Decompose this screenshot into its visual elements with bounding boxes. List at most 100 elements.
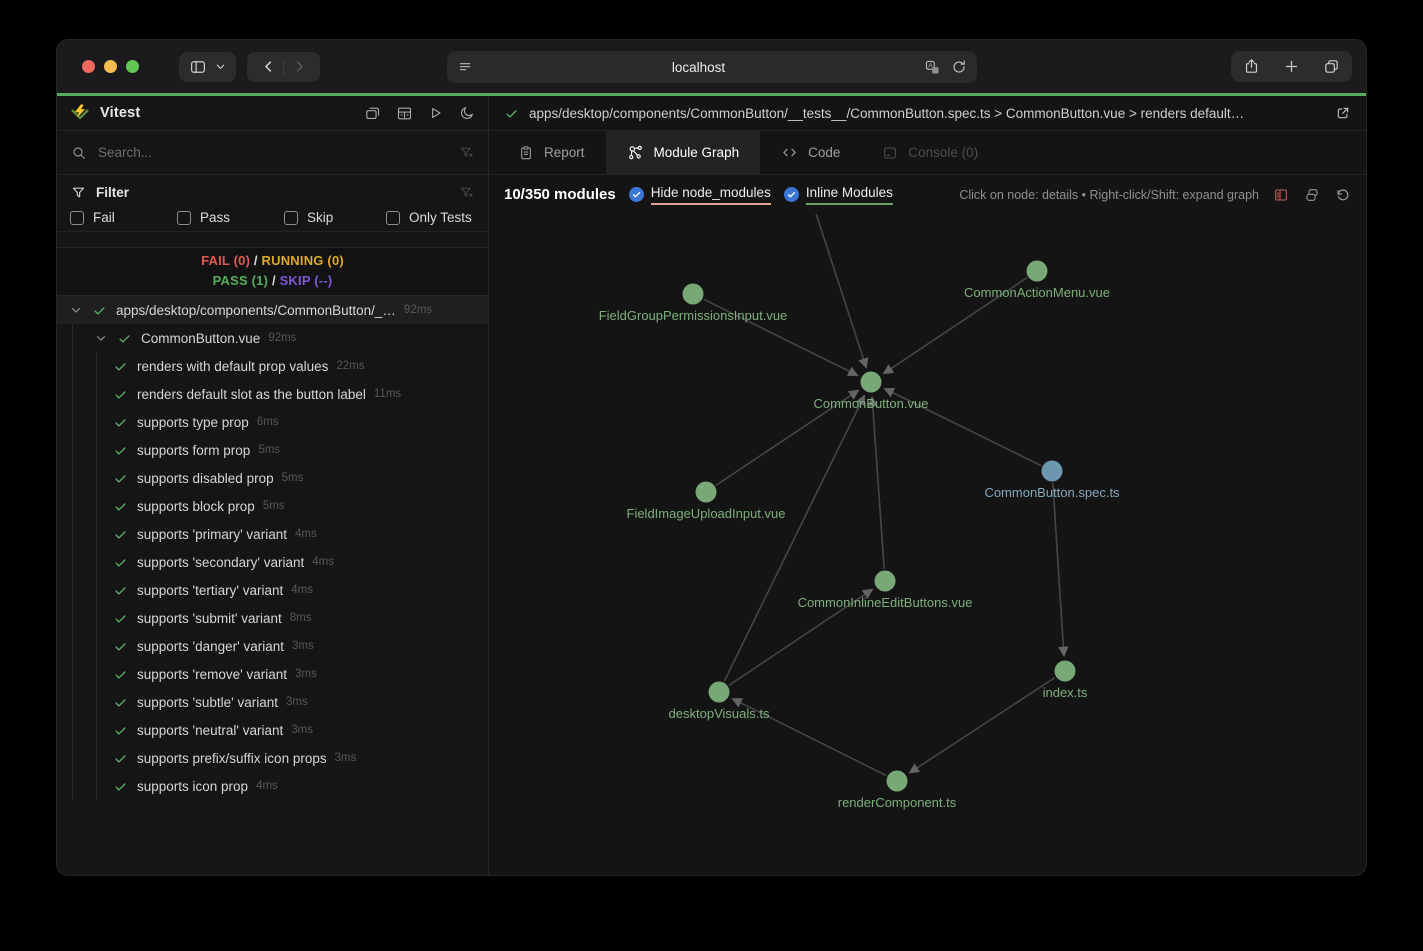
pass-check-icon: [504, 106, 519, 121]
graph-node-spec[interactable]: [1041, 460, 1063, 482]
graph-node-rc[interactable]: [886, 770, 908, 792]
share-icon[interactable]: [1243, 58, 1260, 75]
minimize-window-button[interactable]: [104, 60, 117, 73]
test-case-row[interactable]: supports 'tertiary' variant 4ms: [57, 576, 488, 604]
checkbox-pass[interactable]: [177, 210, 191, 225]
suite-name: CommonButton.vue: [141, 330, 261, 346]
run-status-summary: FAIL (0) / RUNNING (0) PASS (1) / SKIP (…: [57, 247, 488, 296]
search-input[interactable]: Search...: [98, 145, 153, 160]
filter-icon: [71, 185, 86, 200]
collapse-panels-icon[interactable]: [364, 105, 381, 122]
filter-options: Fail Pass Skip Only Tests: [57, 200, 488, 225]
graph-node-cam[interactable]: [1026, 260, 1048, 282]
suite-duration: 92ms: [268, 332, 297, 344]
filter-option-skip[interactable]: Skip: [284, 210, 386, 225]
clear-search-filter-icon[interactable]: [459, 145, 474, 160]
test-case-name: supports 'subtle' variant: [137, 694, 278, 710]
run-all-icon[interactable]: [428, 105, 444, 121]
graph-node-fiui[interactable]: [695, 481, 717, 503]
graph-node-label-cb: CommonButton.vue: [814, 396, 929, 411]
inline-modules-toggle[interactable]: Inline Modules: [783, 185, 893, 205]
checkbox-fail[interactable]: [70, 210, 84, 225]
test-case-row[interactable]: supports prefix/suffix icon props 3ms: [57, 744, 488, 772]
sidebar-toggle-button[interactable]: [179, 51, 236, 82]
export-graph-icon[interactable]: [1304, 187, 1320, 203]
test-case-row[interactable]: supports icon prop 4ms: [57, 772, 488, 800]
sidebar: Vitest: [57, 96, 489, 875]
open-in-editor-icon[interactable]: [1335, 105, 1351, 121]
checked-checkbox-icon[interactable]: [783, 187, 799, 202]
graph-node-label-fgpi: FieldGroupPermissionsInput.vue: [599, 308, 788, 323]
reader-icon[interactable]: [457, 59, 473, 75]
chevron-down-icon[interactable]: [69, 303, 83, 317]
test-case-row[interactable]: supports 'secondary' variant 4ms: [57, 548, 488, 576]
test-case-duration: 3ms: [294, 668, 317, 680]
hide-node-modules-toggle[interactable]: Hide node_modules: [628, 185, 771, 205]
test-case-row[interactable]: supports block prop 5ms: [57, 492, 488, 520]
test-case-row[interactable]: supports 'danger' variant 3ms: [57, 632, 488, 660]
checked-checkbox-icon[interactable]: [628, 187, 644, 202]
test-case-row[interactable]: supports 'neutral' variant 3ms: [57, 716, 488, 744]
clear-filter-icon[interactable]: [459, 185, 474, 200]
graph-node-dv[interactable]: [708, 681, 730, 703]
close-window-button[interactable]: [82, 60, 95, 73]
chevron-down-icon[interactable]: [94, 331, 108, 345]
app-title: Vitest: [100, 105, 141, 121]
graph-node-idx[interactable]: [1054, 660, 1076, 682]
graph-node-cieb[interactable]: [874, 570, 896, 592]
test-case-row[interactable]: renders default slot as the button label…: [57, 380, 488, 408]
filter-option-fail[interactable]: Fail: [70, 210, 177, 225]
test-case-row[interactable]: supports 'submit' variant 8ms: [57, 604, 488, 632]
reload-icon[interactable]: [951, 59, 967, 75]
translate-icon[interactable]: A: [924, 59, 941, 76]
graph-node-label-fiui: FieldImageUploadInput.vue: [627, 506, 786, 521]
zoom-window-button[interactable]: [126, 60, 139, 73]
graph-node-fgpi[interactable]: [682, 283, 704, 305]
file-path: apps/desktop/components/CommonButton/_…: [116, 302, 396, 318]
tab-overview-icon[interactable]: [1323, 58, 1340, 75]
test-case-duration: 3ms: [334, 752, 357, 764]
test-case-row[interactable]: supports disabled prop 5ms: [57, 464, 488, 492]
test-case-name: supports 'secondary' variant: [137, 554, 305, 570]
test-case-row[interactable]: supports 'primary' variant 4ms: [57, 520, 488, 548]
graph-node-label-dv: desktopVisuals.ts: [669, 706, 770, 721]
tab-code[interactable]: Code: [760, 131, 861, 174]
tab-console[interactable]: Console (0): [861, 131, 999, 174]
graph-node-cb[interactable]: [860, 371, 882, 393]
tab-module-graph[interactable]: Module Graph: [605, 131, 761, 174]
report-icon: [518, 145, 534, 161]
pass-check-icon: [113, 583, 128, 598]
test-file-row[interactable]: apps/desktop/components/CommonButton/_… …: [57, 296, 488, 324]
test-case-row[interactable]: renders with default prop values 22ms: [57, 352, 488, 380]
graph-hint-text: Click on node: details • Right-click/Shi…: [959, 187, 1259, 202]
test-case-row[interactable]: supports 'remove' variant 3ms: [57, 660, 488, 688]
title-bar: localhost A: [57, 40, 1366, 93]
dashboard-icon[interactable]: [396, 105, 413, 122]
test-suite-row[interactable]: CommonButton.vue 92ms: [57, 324, 488, 352]
search-bar[interactable]: Search...: [57, 131, 488, 175]
dark-mode-icon[interactable]: [459, 105, 475, 121]
new-tab-icon[interactable]: [1284, 59, 1299, 74]
graph-node-label-cieb: CommonInlineEditButtons.vue: [798, 595, 973, 610]
test-case-list: renders with default prop values 22ms re…: [57, 352, 488, 800]
filter-option-only-tests[interactable]: Only Tests: [386, 210, 472, 225]
reset-graph-icon[interactable]: [1335, 187, 1351, 203]
checkbox-only-tests[interactable]: [386, 210, 400, 225]
test-case-name: supports disabled prop: [137, 470, 274, 486]
graph-edge-fiui-cb: [715, 389, 860, 486]
forward-button[interactable]: [284, 52, 314, 82]
tab-report[interactable]: Report: [497, 131, 606, 174]
test-case-row[interactable]: supports form prop 5ms: [57, 436, 488, 464]
checkbox-skip[interactable]: [284, 210, 298, 225]
test-case-duration: 4ms: [294, 528, 317, 540]
filter-option-pass[interactable]: Pass: [177, 210, 284, 225]
back-button[interactable]: [253, 52, 283, 82]
address-bar[interactable]: localhost A: [447, 51, 977, 83]
test-case-row[interactable]: supports 'subtle' variant 3ms: [57, 688, 488, 716]
test-case-row[interactable]: supports type prop 6ms: [57, 408, 488, 436]
graph-toolbar: 10/350 modules Hide node_modules Inline …: [489, 175, 1366, 214]
url-text[interactable]: localhost: [671, 59, 726, 75]
module-graph-canvas[interactable]: FieldGroupPermissionsInput.vue CommonActi…: [489, 214, 1365, 875]
graph-legend-icon[interactable]: [1273, 187, 1289, 203]
pass-count: PASS (1): [212, 273, 269, 288]
